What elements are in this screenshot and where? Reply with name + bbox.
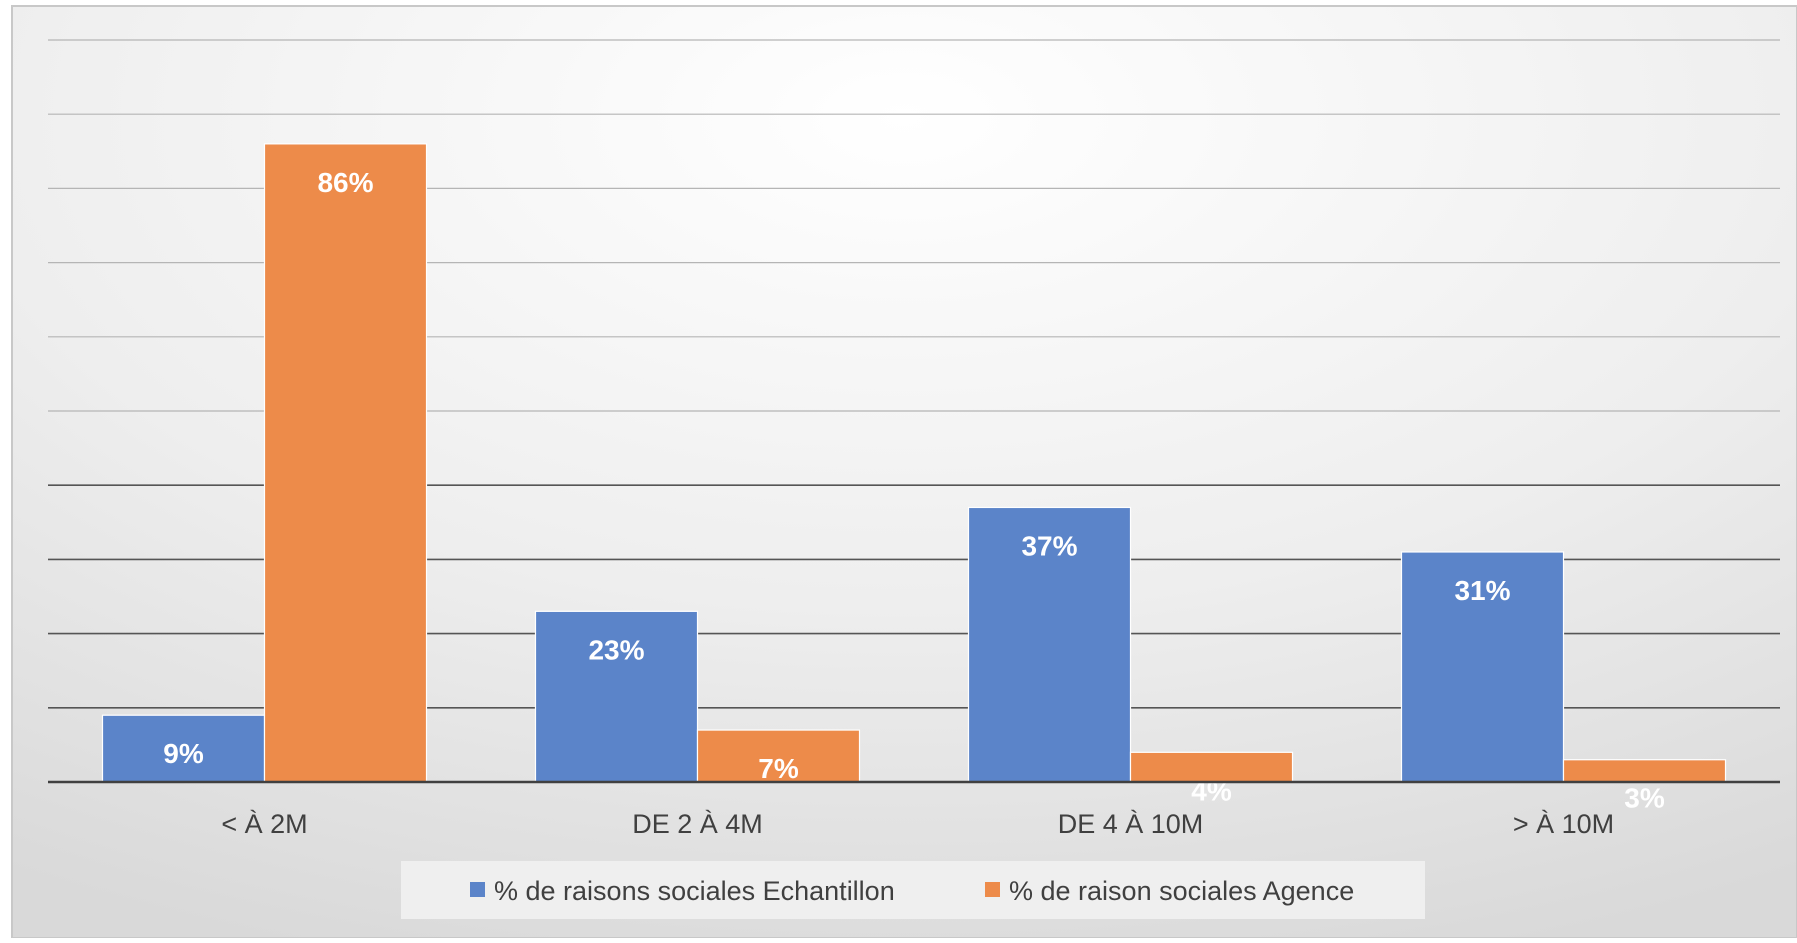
- bar-series-2: [1562, 759, 1727, 783]
- legend: % de raisons sociales Echantillon % de ra…: [401, 861, 1425, 919]
- bars-group: 9% 86% 23% 7% 37% 4% 31% 3%: [101, 143, 1727, 814]
- legend-label: % de raisons sociales Echantillon: [494, 876, 895, 906]
- category-label: > À 10M: [1513, 809, 1614, 839]
- legend-label: % de raison sociales Agence: [1009, 876, 1354, 906]
- data-label: 86%: [317, 167, 373, 198]
- legend-box: [401, 861, 1425, 919]
- bar-series-1: [1400, 551, 1565, 783]
- bar-series-2: [1129, 751, 1294, 783]
- bar-series-1: [967, 506, 1132, 783]
- bar-series-2: [696, 729, 861, 783]
- data-label: 23%: [588, 634, 644, 665]
- bar-series-1: [534, 610, 699, 783]
- category-labels: < À 2M DE 2 À 4M DE 4 À 10M > À 10M: [221, 809, 1614, 839]
- legend-swatch: [985, 882, 1000, 897]
- data-label: 31%: [1454, 575, 1510, 606]
- category-label: < À 2M: [221, 809, 307, 839]
- category-label: DE 4 À 10M: [1058, 809, 1204, 839]
- legend-swatch: [470, 882, 485, 897]
- data-label: 9%: [163, 738, 204, 769]
- data-label: 37%: [1021, 530, 1077, 561]
- bar-series-2: [263, 143, 428, 783]
- data-label: 7%: [758, 753, 799, 784]
- data-label: 4%: [1191, 775, 1232, 806]
- category-label: DE 2 À 4M: [632, 809, 763, 839]
- data-label: 3%: [1624, 783, 1665, 814]
